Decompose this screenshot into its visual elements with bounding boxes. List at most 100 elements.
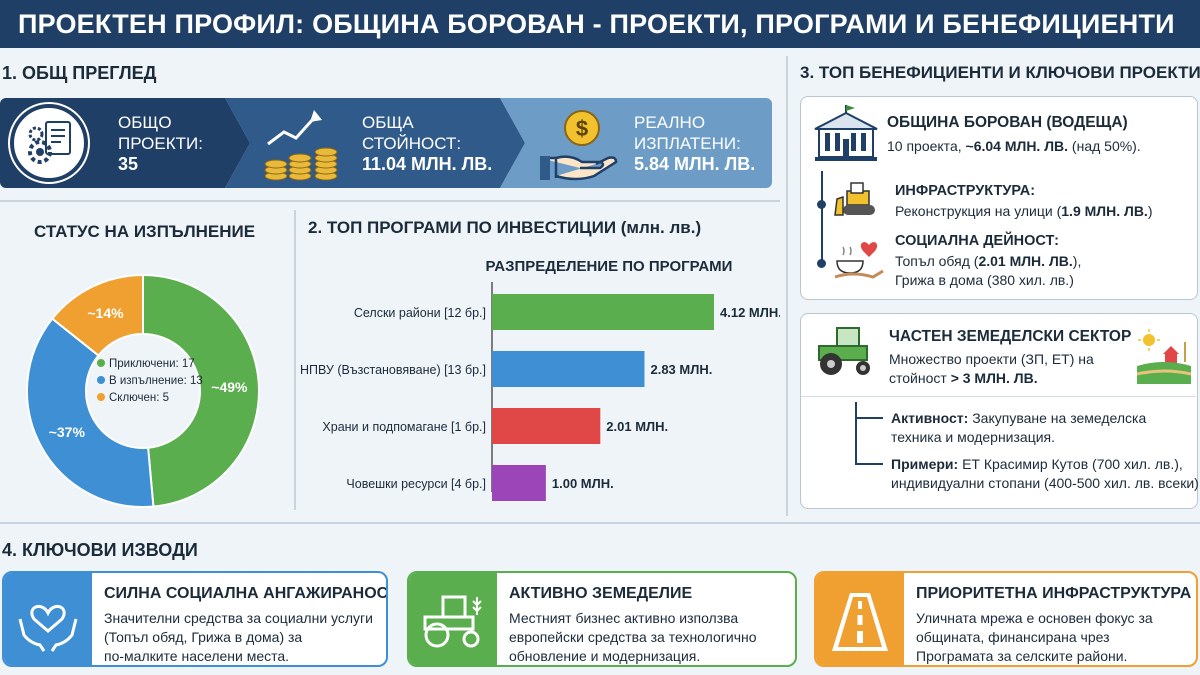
bar-value-label: 4.12 МЛН. [720, 305, 780, 320]
infra-text: Реконструкция на улици (1.9 МЛН. ЛВ.) [895, 202, 1153, 221]
kpi-total-value-label2: СТОЙНОСТ: [362, 134, 462, 153]
header-banner: ПРОЕКТЕН ПРОФИЛ: ОБЩИНА БОРОВАН - ПРОЕКТ… [0, 0, 1200, 48]
examples-line1: Примери: ЕТ Красимир Кутов (700 хил. лв.… [891, 455, 1183, 474]
tree-dot [817, 259, 826, 268]
donut-slice [142, 273, 260, 508]
conclusion-agriculture-line2: европейски средства за технологично [509, 629, 757, 645]
kpi-total-value-value: 11.04 МЛН. ЛВ. [362, 154, 493, 174]
donut-slice [50, 273, 144, 357]
legend-swatch [97, 359, 105, 367]
bar-category-label: Селски райони [12 бр.] [354, 306, 486, 320]
kpi-total-value: ОБЩА СТОЙНОСТ: 11.04 МЛН. ЛВ. [362, 112, 492, 175]
svg-text:$: $ [576, 116, 588, 141]
donut-slice-label: ~37% [49, 424, 86, 440]
municipality-summary: 10 проекта, ~6.04 МЛН. ЛВ. (над 50%). [887, 137, 1141, 156]
hand-coin-icon: $ [536, 106, 620, 188]
activity-text: Закупуване на земеделска [968, 410, 1147, 426]
legend-swatch [97, 376, 105, 384]
conclusion-social-line1: Значителни средства за социални услуги [104, 610, 373, 626]
infra-text-post: ) [1147, 203, 1153, 219]
card-divider [801, 396, 1196, 397]
tree-dot [817, 200, 826, 209]
private-line2: стойност > 3 МЛН. ЛВ. [889, 369, 1038, 388]
kpi-total-value-label1: ОБЩА [362, 113, 414, 132]
donut-legend-item: В изпълнение: 13 [97, 373, 203, 390]
bar-value-label: 1.00 МЛН. [552, 476, 614, 491]
donut-legend: Приключени: 17 В изпълнение: 13 Сключен: 5 [97, 356, 203, 407]
chart-divider [294, 210, 296, 510]
beneficiaries-title: 3. ТОП БЕНЕФИЦИЕНТИ И КЛЮЧОВИ ПРОЕКТИ [800, 63, 1200, 82]
tree-line [821, 171, 823, 267]
conclusion-infra-line2: общината, финансирана чрез [916, 629, 1110, 645]
road-icon [816, 573, 904, 665]
conclusion-social-title: СИЛНА СОЦИАЛНА АНГАЖИРАНОСТ [104, 585, 388, 602]
conclusion-agriculture-line1: Местният бизнес активно използва [509, 610, 739, 626]
kpi-paid: РЕАЛНО ИЗПЛАТЕНИ: 5.84 МЛН. ЛВ. [634, 112, 755, 175]
private-line1: Множество проекти (ЗП, ЕТ) на [889, 351, 1094, 367]
social-text-pre: Топъл обяд ( [895, 253, 979, 269]
bar [492, 294, 714, 330]
social-text-line1: Топъл обяд (2.01 МЛН. ЛВ.), [895, 252, 1081, 271]
conclusion-infra-title: ПРИОРИТЕТНА ИНФРАСТРУКТУРА [916, 585, 1192, 602]
infra-text-value: 1.9 МЛН. ЛВ. [1061, 203, 1148, 219]
social-text-post: ), [1072, 253, 1082, 269]
bottom-divider [0, 522, 1200, 524]
heart-hands-icon [4, 573, 92, 665]
municipality-summary-post: (над 50%). [1068, 138, 1141, 154]
social-title: СОЦИАЛНА ДЕЙНОСТ: [895, 233, 1059, 249]
donut-slice-label: ~49% [211, 379, 248, 395]
coins-growth-icon [262, 106, 346, 188]
tree-line [855, 402, 857, 464]
kpi-banner: ОБЩО ПРОЕКТИ: 35 ОБЩА СТОЙНОСТ: 11.04 МЛ… [0, 98, 772, 188]
activity-line1: Активност: Закупуване на земеделска [891, 409, 1146, 428]
donut-legend-item: Сключен: 5 [97, 390, 203, 407]
kpi-total-projects-value: 35 [118, 154, 139, 174]
bar-value-label: 2.83 МЛН. [650, 362, 712, 377]
bar [492, 351, 645, 387]
conclusion-infra-text: Уличната мрежа е основен фокус за община… [916, 609, 1191, 665]
conclusion-agriculture-text: Местният бизнес активно използва европей… [509, 609, 784, 665]
legend-swatch [97, 393, 105, 401]
bar [492, 408, 601, 444]
conclusion-infra-line1: Уличната мрежа е основен фокус за [916, 610, 1153, 626]
bar-chart-title: РАЗПРЕДЕЛЕНИЕ ПО ПРОГРАМИ [485, 258, 733, 275]
social-text-value: 2.01 МЛН. ЛВ. [978, 253, 1073, 269]
activity-line2: техника и модернизация. [891, 429, 1056, 445]
right-divider [786, 56, 788, 516]
bar-category-label: Храни и подпомагане [1 бр.] [322, 420, 486, 434]
municipality-name: ОБЩИНА БОРОВАН (ВОДЕЩА) [887, 114, 1128, 131]
conclusion-infra-line3: Програмата за селските райони. [916, 648, 1128, 664]
donut-slice-label: ~14% [87, 305, 124, 321]
program-bar-chart: Селски райони [12 бр.] 4.12 МЛН. НПВУ (Въз… [300, 282, 780, 501]
private-sector-card: ЧАСТЕН ЗЕМЕДЕЛСКИ СЕКТОР Множество проек… [800, 313, 1200, 509]
private-line2-value: > 3 МЛН. ЛВ. [950, 370, 1038, 386]
tractor-icon [409, 573, 497, 665]
kpi-total-projects: ОБЩО ПРОЕКТИ: 35 [118, 112, 203, 175]
kpi-paid-label1: РЕАЛНО [634, 113, 706, 132]
social-text-line2: Грижа в дома (380 хил. лв.) [895, 272, 1074, 288]
donut-legend-item: Приключени: 17 [97, 356, 203, 373]
conclusion-card-agriculture: АКТИВНО ЗЕМЕДЕЛИЕ Местният бизнес активн… [407, 571, 797, 667]
kpi-total-projects-label1: ОБЩО [118, 113, 172, 132]
status-donut-chart: ~49% ~37% ~14% [26, 273, 260, 508]
bar [492, 465, 546, 501]
settings-document-icon [10, 104, 88, 182]
town-hall-icon [814, 105, 878, 161]
programs-title: 2. ТОП ПРОГРАМИ ПО ИНВЕСТИЦИИ (млн. лв.) [308, 218, 702, 237]
page-title: ПРОЕКТЕН ПРОФИЛ: ОБЩИНА БОРОВАН - ПРОЕКТ… [18, 8, 1175, 39]
overview-title: 1. ОБЩ ПРЕГЛЕД [2, 63, 157, 83]
bar-category-label: НПВУ (Възстановяване) [13 бр.] [300, 363, 486, 377]
municipality-summary-pre: 10 проекта, [887, 138, 966, 154]
status-title: СТАТУС НА ИЗПЪЛНЕНИЕ [34, 222, 256, 241]
farm-field-icon [1137, 329, 1191, 384]
bar-category-label: Човешки ресурси [4 бр.] [346, 477, 486, 491]
kpi-total-projects-label2: ПРОЕКТИ: [118, 134, 203, 153]
private-line2-pre: стойност [889, 370, 951, 386]
bulldozer-icon [834, 182, 875, 216]
conclusion-agriculture-title: АКТИВНО ЗЕМЕДЕЛИЕ [509, 585, 693, 602]
examples-line2: индивидуални стопани (400-500 хил. лв. в… [891, 475, 1200, 491]
municipality-summary-value: ~6.04 МЛН. ЛВ. [965, 138, 1069, 154]
private-title: ЧАСТЕН ЗЕМЕДЕЛСКИ СЕКТОР [889, 328, 1132, 345]
donut-slice [26, 317, 155, 508]
conclusion-social-line3: по-малките населени места. [104, 648, 290, 664]
